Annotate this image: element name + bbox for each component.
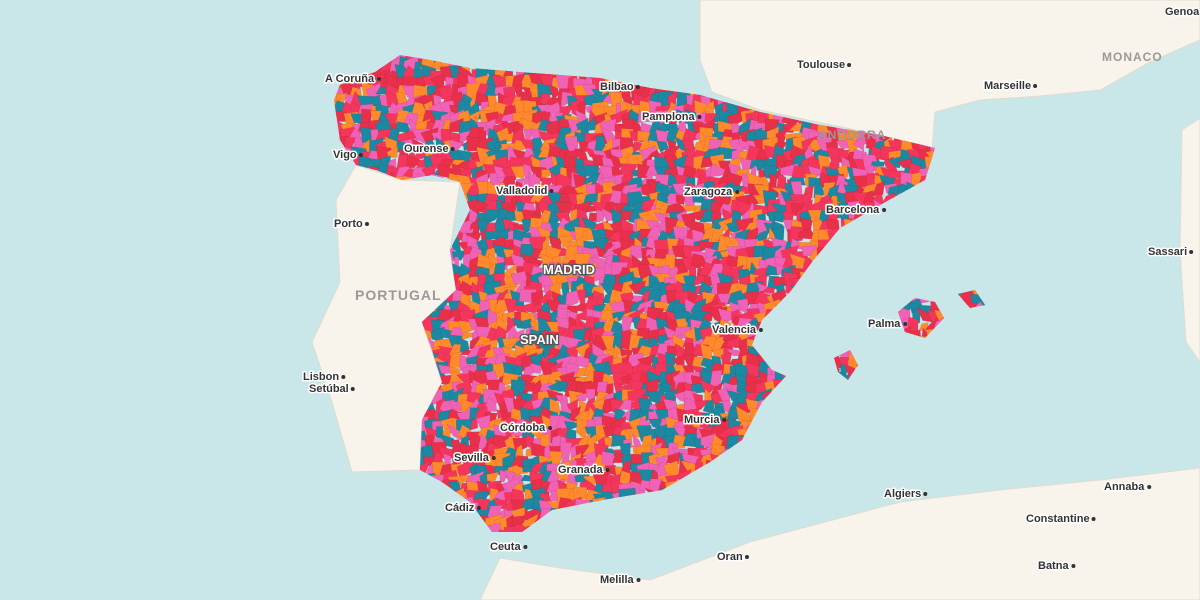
- city-label: A Coruña: [325, 73, 375, 85]
- country-label: SPAIN: [520, 332, 559, 347]
- city-label: Sevilla: [454, 452, 490, 464]
- city-dot: [722, 418, 727, 422]
- city-dot: [341, 375, 346, 379]
- city-dot: [758, 328, 763, 332]
- municipality: [656, 140, 669, 153]
- city-label: Setúbal: [309, 383, 349, 395]
- city-dot: [548, 426, 553, 430]
- city-dot: [1189, 250, 1194, 254]
- city-dot: [1147, 485, 1152, 489]
- country-label: PORTUGAL: [355, 287, 442, 303]
- city-label: Ourense: [404, 143, 449, 155]
- city-dot: [882, 208, 887, 212]
- city-label: Oran: [717, 551, 743, 563]
- city-label: Cádiz: [445, 502, 475, 514]
- city-label: Murcia: [684, 414, 720, 426]
- capital-label: MADRID: [543, 262, 595, 277]
- city-dot: [744, 555, 749, 559]
- municipality: [681, 127, 700, 143]
- city-label: Ceuta: [490, 541, 521, 553]
- city-label: Toulouse: [797, 59, 845, 71]
- city-dot: [635, 85, 640, 89]
- city-dot: [549, 189, 554, 193]
- africa-land: [479, 467, 1200, 600]
- country-label: ANDORRA: [818, 128, 886, 142]
- city-label: Bilbao: [600, 81, 634, 93]
- city-label: Valencia: [712, 324, 757, 336]
- city-dot: [1033, 84, 1038, 88]
- city-label: Palma: [868, 318, 901, 330]
- city-label: Marseille: [984, 80, 1031, 92]
- city-label: Batna: [1038, 560, 1069, 572]
- city-dot: [376, 77, 381, 81]
- city-dot: [903, 322, 908, 326]
- city-label: Constantine: [1026, 513, 1090, 525]
- city-label: Annaba: [1104, 481, 1145, 493]
- city-dot: [1091, 517, 1096, 521]
- city-dot: [491, 456, 496, 460]
- france-land: [699, 0, 1200, 151]
- municipality: [386, 145, 398, 158]
- city-dot: [350, 387, 355, 391]
- city-label: Zaragoza: [684, 186, 733, 198]
- city-label: Pamplona: [642, 111, 695, 123]
- city-dot: [735, 190, 740, 194]
- city-dot: [847, 63, 852, 67]
- city-dot: [523, 545, 528, 549]
- city-dot: [450, 147, 455, 151]
- city-label: Algiers: [884, 488, 921, 500]
- city-dot: [636, 578, 641, 582]
- city-label: Sassari: [1148, 246, 1187, 258]
- sardinia-land: [1179, 117, 1200, 363]
- city-dot: [358, 153, 363, 157]
- city-label: Porto: [334, 218, 363, 230]
- city-dot: [697, 115, 702, 119]
- city-dot: [365, 222, 369, 226]
- city-dot: [923, 492, 928, 496]
- city-label: Genoa: [1165, 6, 1200, 18]
- city-label: Vigo: [333, 149, 357, 161]
- city-dot: [476, 506, 481, 510]
- city-label: Barcelona: [826, 204, 880, 216]
- country-label: MONACO: [1102, 50, 1163, 64]
- city-label: Melilla: [600, 574, 635, 586]
- city-label: Granada: [558, 464, 604, 476]
- city-label: Córdoba: [500, 422, 546, 434]
- city-label: Valladolid: [496, 185, 547, 197]
- city-dot: [605, 468, 610, 472]
- city-dot: [1071, 564, 1076, 568]
- city-label: Lisbon: [303, 371, 339, 383]
